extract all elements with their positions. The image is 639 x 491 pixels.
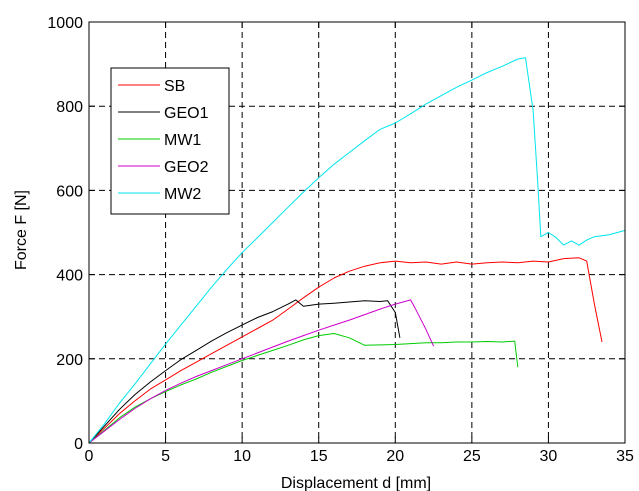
series-layer	[88, 57, 626, 444]
axis-ticks	[88, 21, 626, 444]
legend-label-geo2: GEO2	[164, 159, 209, 176]
y-tick-label: 1000	[47, 15, 83, 32]
x-tick-label: 35	[616, 448, 634, 465]
series-line-mw1	[88, 333, 519, 444]
legend-label-sb: SB	[164, 78, 185, 95]
x-tick-label: 5	[161, 448, 170, 465]
x-tick-label: 15	[310, 448, 328, 465]
series-line-sb	[88, 257, 603, 444]
series-line-geo2	[88, 299, 435, 444]
series-line-geo1	[88, 299, 401, 444]
plot-frame	[88, 21, 626, 444]
y-tick-label: 0	[74, 436, 83, 453]
x-tick-label: 25	[463, 448, 481, 465]
legend: SB GEO1 MW1 GEO2 MW2	[110, 67, 230, 215]
x-axis-label: Displacement d [mm]	[281, 475, 431, 491]
y-tick-label: 600	[56, 183, 83, 200]
y-tick-label: 400	[56, 268, 83, 285]
legend-label-geo1: GEO1	[164, 105, 209, 122]
series-line-mw2	[88, 57, 626, 444]
x-tick-label: 30	[540, 448, 558, 465]
legend-box	[110, 67, 230, 215]
x-tick-label: 0	[85, 448, 94, 465]
y-axis-label: Force F [N]	[13, 190, 30, 270]
legend-label-mw1: MW1	[164, 132, 201, 149]
x-tick-label: 20	[386, 448, 404, 465]
x-tick-label: 10	[233, 448, 251, 465]
y-tick-label: 200	[56, 352, 83, 369]
y-tick-label: 800	[56, 99, 83, 116]
legend-label-mw2: MW2	[164, 186, 201, 203]
tick-labels: 0 5 10 15 20 25 30 35 0 200 400 600 800 1000	[47, 15, 634, 465]
